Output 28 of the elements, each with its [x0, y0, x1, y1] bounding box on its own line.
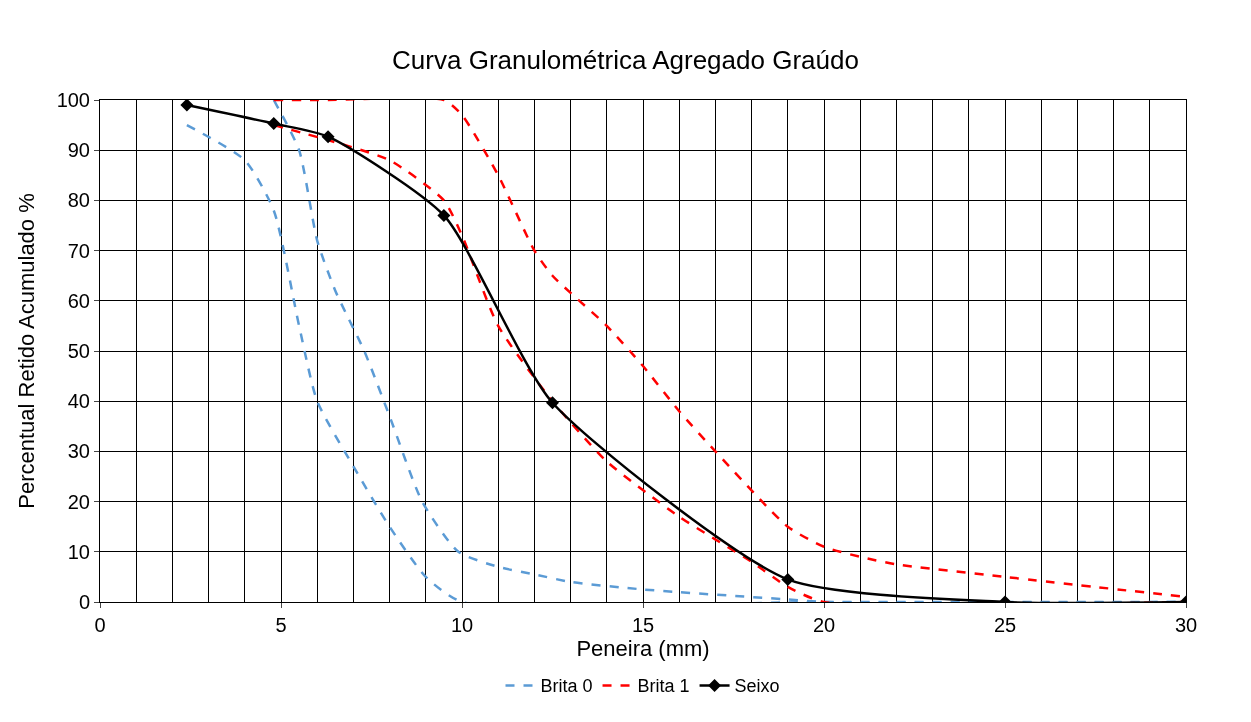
x-tick-label: 25 [993, 614, 1017, 636]
y-tick-label: 30 [67, 440, 90, 463]
x-tick-label: 15 [631, 614, 655, 636]
x-tick-label: 30 [1174, 614, 1198, 636]
point [437, 208, 451, 222]
y-tick-label: 90 [67, 139, 90, 162]
y-tick-label: 50 [67, 340, 90, 362]
legend-label: Seixo [734, 676, 780, 697]
y-tick-label: 10 [67, 540, 90, 563]
y-tick-label: 0 [78, 591, 90, 613]
point [180, 100, 194, 112]
y-tick-label: 80 [67, 189, 90, 212]
y-tick-label: 70 [67, 239, 90, 262]
x-tick-label: 10 [450, 614, 474, 636]
point [267, 117, 281, 131]
y-tick-label: 40 [67, 390, 90, 413]
point [321, 130, 335, 144]
y-axis-title: Percentual Retido Acumulado % [14, 193, 40, 509]
x-axis-title: Peneira (mm) [576, 636, 710, 661]
chart-title: Curva Granulométrica Agregado Graúdo [392, 44, 859, 75]
y-tick-label: 100 [56, 89, 90, 111]
x-tick-label: 0 [94, 614, 106, 636]
legend-label: Brita 1 [637, 676, 690, 697]
x-tick-label: 5 [275, 614, 287, 636]
y-tick-label: 20 [67, 490, 90, 513]
legend-label: Brita 0 [540, 676, 593, 697]
x-tick-label: 20 [812, 614, 836, 636]
y-tick-label: 60 [67, 289, 90, 312]
